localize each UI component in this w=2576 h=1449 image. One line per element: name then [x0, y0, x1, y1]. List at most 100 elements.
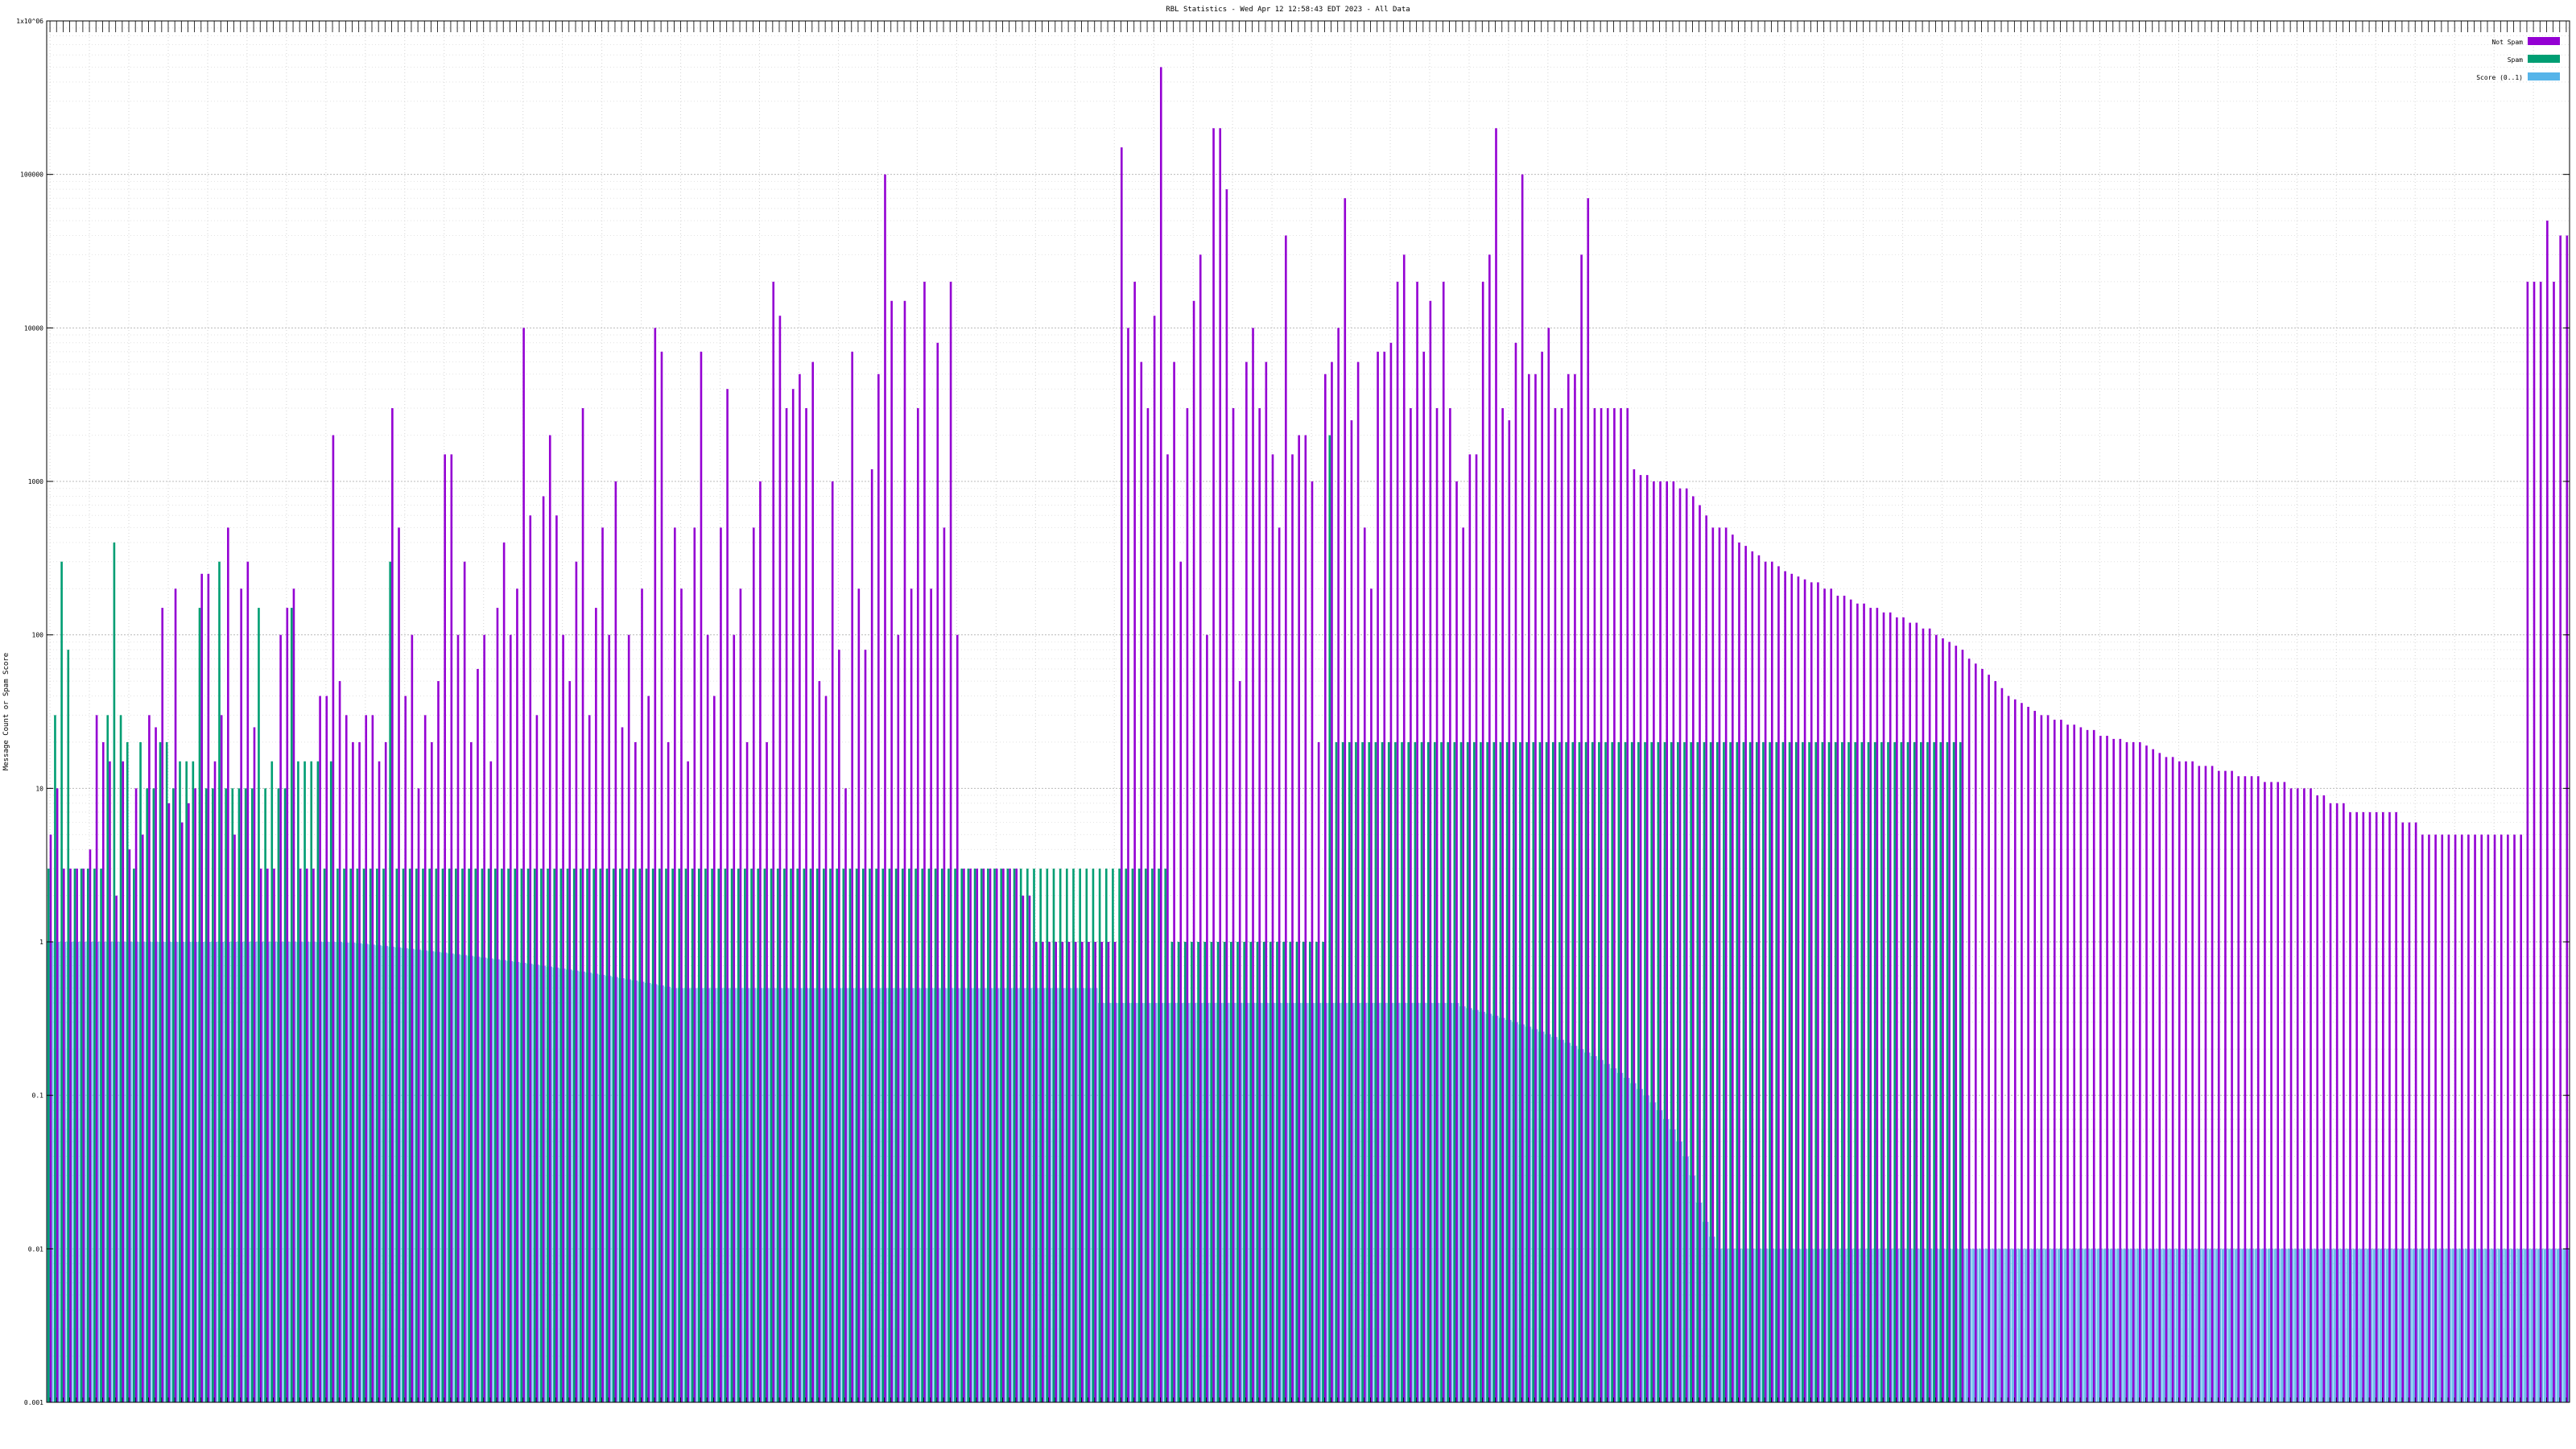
spam-bar: [947, 869, 950, 1402]
not-spam-bar: [2256, 776, 2260, 1402]
spam-bar: [1104, 869, 1108, 1402]
spam-bar: [468, 869, 470, 1402]
spam-bar: [501, 869, 503, 1402]
not-spam-bar: [188, 803, 190, 1402]
not-spam-bar: [1659, 481, 1662, 1402]
spam-bar: [1137, 869, 1141, 1402]
spam-bar: [823, 869, 825, 1402]
not-spam-bar: [634, 741, 637, 1402]
spam-bar: [159, 741, 162, 1402]
spam-bar: [526, 869, 530, 1402]
spam-bar: [1558, 741, 1561, 1402]
not-spam-bar: [2250, 776, 2253, 1402]
not-spam-bar: [1922, 628, 1925, 1402]
not-spam-bar: [1784, 571, 1786, 1402]
not-spam-bar: [588, 715, 591, 1402]
spam-bar: [684, 869, 687, 1402]
not-spam-bar: [2428, 834, 2430, 1402]
spam-bar: [651, 869, 654, 1402]
spam-bar: [113, 542, 116, 1402]
spam-bar: [1026, 869, 1029, 1402]
spam-bar: [1170, 942, 1174, 1402]
not-spam-bar: [509, 634, 512, 1402]
spam-bar: [592, 869, 595, 1402]
y-tick-label: 0.1: [32, 1092, 44, 1100]
not-spam-bar: [995, 869, 998, 1402]
spam-bar: [717, 869, 720, 1402]
spam-bar: [1919, 741, 1922, 1402]
not-spam-bar: [1981, 668, 1984, 1402]
spam-bar: [869, 869, 871, 1402]
not-spam-bar: [1088, 942, 1090, 1402]
not-spam-bar: [2454, 834, 2457, 1402]
spam-bar: [1335, 741, 1338, 1402]
not-spam-bar: [1626, 408, 1629, 1403]
spam-bar: [691, 869, 694, 1402]
spam-bar: [750, 869, 753, 1402]
not-spam-bar: [1770, 561, 1773, 1402]
not-spam-bar: [1732, 535, 1734, 1402]
spam-bar: [927, 869, 931, 1402]
not-spam-bar: [700, 351, 703, 1403]
spam-bar: [139, 741, 142, 1402]
not-spam-bar: [667, 741, 670, 1402]
not-spam-bar: [1744, 546, 1747, 1402]
spam-bar: [1381, 741, 1384, 1402]
y-tick-label: 1: [39, 939, 43, 946]
not-spam-bar: [279, 634, 282, 1402]
spam-bar: [1880, 741, 1883, 1402]
not-spam-bar: [2217, 770, 2220, 1402]
not-spam-bar: [365, 715, 368, 1402]
spam-bar: [244, 788, 247, 1402]
not-spam-bar: [2152, 749, 2154, 1402]
not-spam-bar: [1337, 328, 1340, 1402]
spam-bar: [967, 869, 970, 1402]
not-spam-bar: [910, 588, 913, 1402]
spam-bar: [836, 869, 838, 1402]
spam-bar: [960, 869, 964, 1402]
spam-bar: [1873, 741, 1876, 1402]
not-spam-bar: [2132, 741, 2135, 1402]
not-spam-bar: [411, 634, 414, 1402]
spam-bar: [901, 869, 904, 1402]
spam-bar: [1499, 741, 1502, 1402]
not-spam-bar: [2434, 834, 2437, 1402]
spam-bar: [1039, 869, 1042, 1402]
not-spam-bar: [2053, 720, 2056, 1402]
spam-bar: [264, 788, 266, 1402]
spam-bar: [1906, 741, 1909, 1402]
not-spam-bar: [496, 608, 499, 1402]
not-spam-bar: [2079, 727, 2083, 1402]
not-spam-bar: [884, 174, 886, 1403]
not-spam-bar: [1331, 361, 1333, 1402]
not-spam-bar: [1889, 612, 1892, 1402]
not-spam-bar: [444, 454, 446, 1402]
spam-bar: [225, 788, 227, 1402]
not-spam-bar: [2270, 782, 2273, 1402]
not-spam-bar: [864, 650, 867, 1402]
not-spam-bar: [805, 408, 807, 1403]
spam-bar: [152, 788, 155, 1402]
not-spam-bar: [562, 634, 564, 1402]
spam-bar: [100, 869, 102, 1402]
not-spam-bar: [1377, 351, 1379, 1403]
spam-bar: [1802, 741, 1804, 1402]
spam-bar: [724, 869, 727, 1402]
spam-bar: [1715, 741, 1719, 1402]
not-spam-bar: [2421, 834, 2424, 1402]
spam-bar: [1216, 942, 1220, 1402]
spam-bar: [776, 869, 779, 1402]
not-spam-bar: [332, 435, 335, 1402]
not-spam-bar: [674, 527, 676, 1402]
spam-bar: [671, 869, 674, 1402]
spam-bar: [1814, 741, 1818, 1402]
not-spam-bar: [1882, 612, 1885, 1402]
not-spam-bar: [62, 869, 65, 1402]
not-spam-bar: [292, 588, 295, 1402]
not-spam-bar: [299, 869, 302, 1402]
not-spam-bar: [930, 588, 932, 1402]
spam-bar: [1282, 942, 1285, 1402]
not-spam-bar: [2335, 803, 2339, 1402]
not-spam-bar: [69, 869, 72, 1402]
spam-bar: [1565, 741, 1567, 1402]
